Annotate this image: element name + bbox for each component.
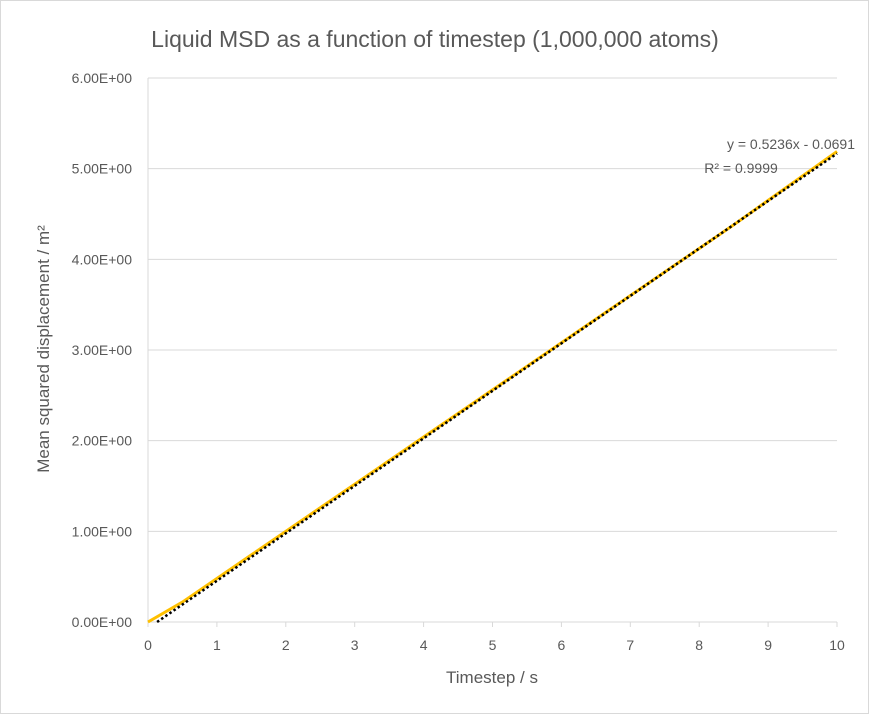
y-tick-label: 6.00E+00 xyxy=(72,70,133,86)
y-axis-tick-labels: 0.00E+00 1.00E+00 2.00E+00 3.00E+00 4.00E+00… xyxy=(72,70,133,630)
x-tick-label: 9 xyxy=(764,637,772,653)
series-line-msd xyxy=(147,150,838,624)
y-tick-label: 4.00E+00 xyxy=(72,251,133,267)
gridlines xyxy=(148,77,837,532)
y-tick-label: 1.00E+00 xyxy=(72,523,133,539)
axes xyxy=(147,78,838,627)
y-tick-label: 0.00E+00 xyxy=(72,614,133,630)
x-tick-label: 7 xyxy=(626,637,634,653)
x-tick-label: 5 xyxy=(489,637,497,653)
x-tick-label: 3 xyxy=(351,637,359,653)
y-axis-title: Mean squared displacement / m² xyxy=(34,225,53,473)
y-tick-label: 3.00E+00 xyxy=(72,342,133,358)
x-axis-tick-labels: 0 1 2 3 4 5 6 7 8 9 10 xyxy=(144,637,845,653)
x-tick-label: 1 xyxy=(213,637,221,653)
y-tick-label: 5.00E+00 xyxy=(72,161,133,177)
x-tick-label: 8 xyxy=(695,637,703,653)
x-tick-label: 4 xyxy=(420,637,428,653)
x-tick-label: 0 xyxy=(144,637,152,653)
chart-title: Liquid MSD as a function of timestep (1,… xyxy=(151,26,719,52)
x-tick-label: 10 xyxy=(829,637,845,653)
y-tick-label: 2.00E+00 xyxy=(72,433,133,449)
x-tick-label: 2 xyxy=(282,637,290,653)
plot-series xyxy=(147,150,838,624)
trendline-r2-label: R² = 0.9999 xyxy=(704,160,778,176)
trendline-equation-label: y = 0.5236x - 0.0691 xyxy=(727,136,855,152)
x-tick-label: 6 xyxy=(558,637,566,653)
x-axis-title: Timestep / s xyxy=(446,668,538,687)
